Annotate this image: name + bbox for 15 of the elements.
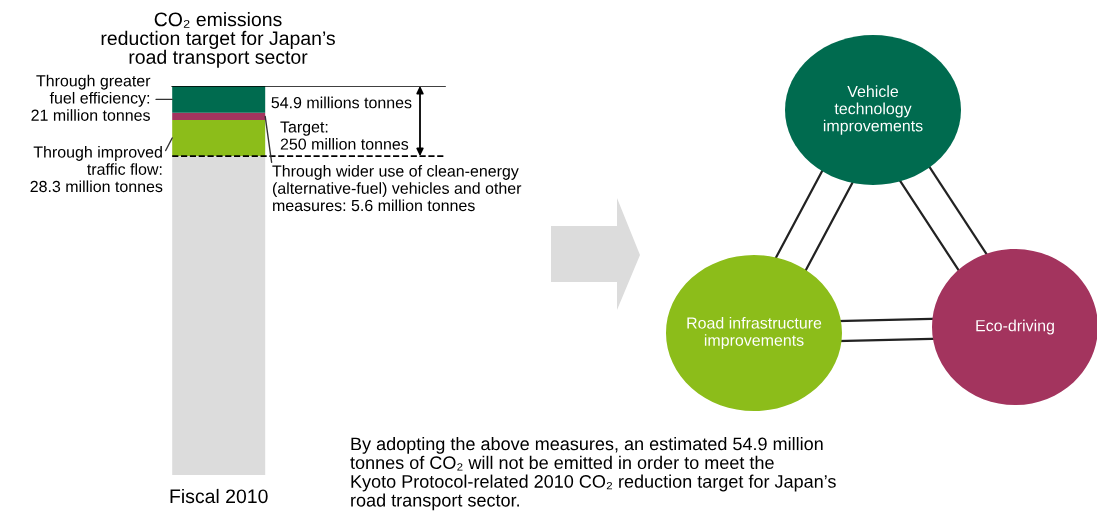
data-label: Target: 250 million tonnes (280, 121, 409, 150)
data-label: Through improved traffic flow: 28.3 million tonnes (30, 146, 163, 193)
text: Eco-driving (976, 319, 1054, 335)
text: Road infrastructure improvements (687, 316, 822, 350)
bar (172, 112, 266, 120)
text: 54.9 millions tonnes (271, 96, 412, 109)
data-label: Through greater fuel efficiency: 21 million tonnes (31, 74, 151, 121)
data-label: Through wider use of clean-energy (alternative-fuel) vehicles and other measures: 5.6 million tonnes (272, 165, 522, 212)
text: By adopting the above measures, an estimated 54.9 million tonnes of CO₂ will not be emitted in order to meet the Kyoto Protocol-related 2010 CO₂ reduction target for Japan’s road transport sector. (350, 437, 836, 511)
bar (172, 156, 266, 475)
x-tick-label: Fiscal 2010 (170, 488, 268, 504)
chart-title: CO₂ emissions reduction target for Japan’s road transport sector (101, 12, 335, 68)
bar (172, 86, 266, 113)
bar (172, 119, 266, 157)
text: Vehicle technology improvements (823, 85, 923, 135)
